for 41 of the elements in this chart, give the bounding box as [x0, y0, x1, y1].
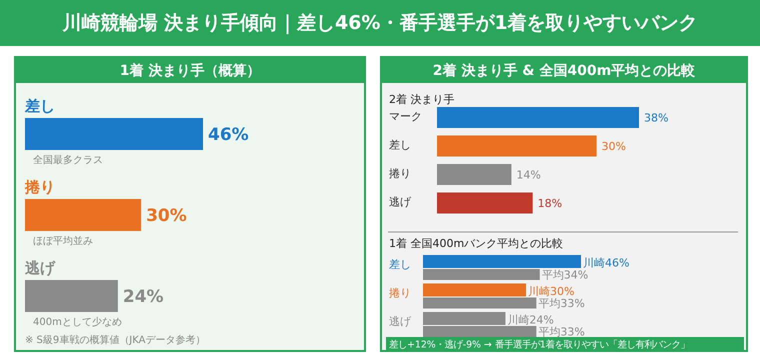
annotation: 全国最多クラス	[33, 154, 103, 166]
data-label: 平均34%	[542, 268, 588, 282]
text: 差し+12%・逃げ-9% → 番手選手が1着を取りやすい「差し有利バンク」	[389, 340, 690, 350]
data-label: 46%	[208, 125, 249, 146]
chart-subtitle: 1着 決まり手（概算）	[120, 62, 260, 79]
y-tick-label: 逃げ	[24, 259, 56, 277]
y-tick-label: 捲り	[389, 286, 411, 300]
data-label: 38%	[644, 111, 668, 124]
text: 400mとして少なめ	[33, 316, 122, 328]
bar	[437, 136, 596, 156]
data-label: 14%	[516, 168, 541, 182]
bar	[423, 269, 540, 280]
data-label: 平均33%	[538, 297, 585, 310]
y-tick-label: 逃げ	[389, 315, 412, 328]
bar	[437, 107, 639, 128]
bar	[437, 164, 512, 185]
data-label: 18%	[538, 196, 562, 210]
chart-subtitle: 2着 決まり手	[389, 93, 454, 106]
bar	[423, 255, 581, 268]
y-tick-label: 逃げ	[389, 196, 412, 208]
bar	[437, 192, 533, 214]
bar	[423, 298, 536, 308]
data-label: 平均33%	[538, 326, 585, 338]
annotation: ほぼ平均並み	[33, 235, 93, 247]
data-label: 川崎30%	[528, 285, 574, 298]
text: 川崎競輪場 決まり手傾向｜差し46%・番手選手が1着を取りやすいバンク	[61, 12, 698, 35]
y-tick-label: マーク	[389, 110, 422, 123]
y-tick-label: 差し	[24, 97, 55, 115]
chart-title: 1着 全国400mバンク平均との比較	[389, 237, 564, 250]
y-tick-label: 差し	[389, 138, 411, 152]
data-label: 30%	[601, 140, 626, 153]
data-label: 24%	[122, 287, 164, 308]
data-label: 川崎46%	[583, 256, 630, 270]
text: ※ S級9車戦の概算値（JKAデータ参考）	[25, 334, 206, 346]
y-tick-label: 差し	[389, 258, 411, 271]
bar	[423, 284, 526, 296]
y-tick-label: 捲り	[389, 167, 411, 180]
data-label: 30%	[146, 206, 187, 226]
chart-title: 2着 決まり手 & 全国400m平均との比較	[432, 62, 696, 79]
y-tick-label: 捲り	[24, 178, 55, 196]
data-label: 川崎24%	[507, 314, 554, 326]
